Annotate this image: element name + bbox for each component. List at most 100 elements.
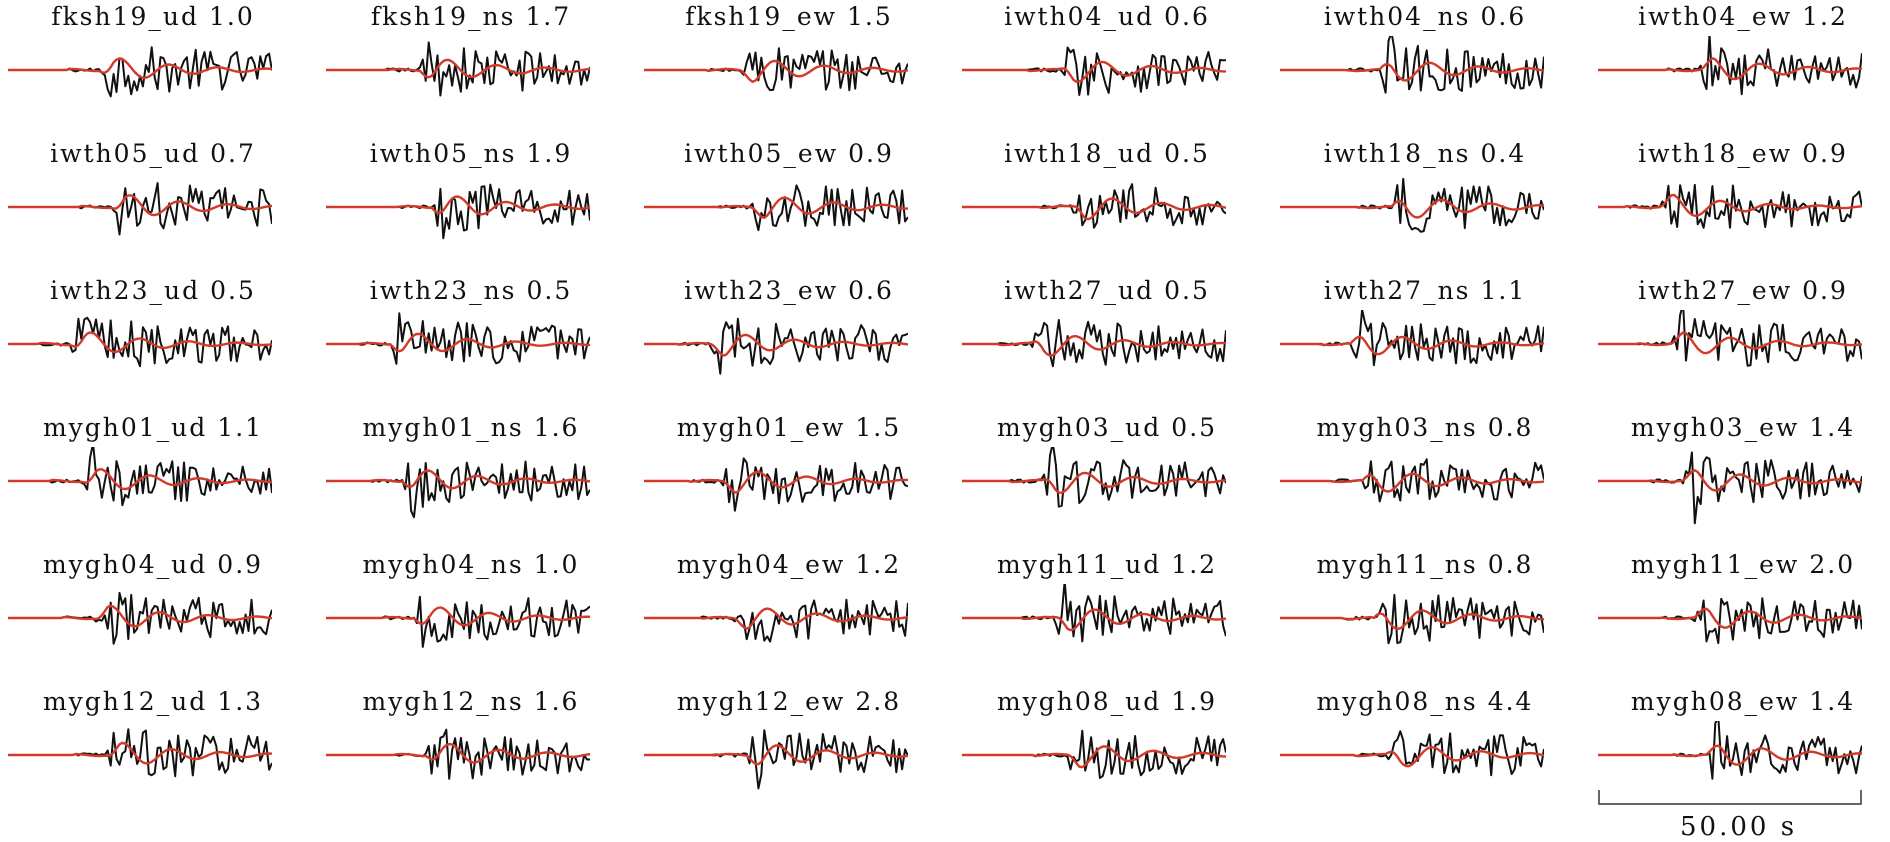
waveform-plot <box>962 729 1226 779</box>
panel-title: iwth23_ns 0.5 <box>326 276 616 305</box>
waveform-panel: mygh12_ns 1.6 <box>326 687 636 824</box>
amplitude-label: 1.2 <box>855 550 902 579</box>
station-label: mygh03_ns <box>1316 413 1478 442</box>
observed-trace <box>8 728 272 778</box>
waveform-plot <box>1598 36 1862 96</box>
panel-title: iwth04_ud 0.6 <box>962 2 1252 31</box>
panel-title: iwth23_ud 0.5 <box>8 276 298 305</box>
panel-title: mygh12_ew 2.8 <box>644 687 934 716</box>
waveform-panel: iwth23_ns 0.5 <box>326 276 636 413</box>
amplitude-label: 0.8 <box>1487 413 1534 442</box>
amplitude-label: 1.6 <box>533 413 580 442</box>
amplitude-label: 1.6 <box>533 687 580 716</box>
station-label: iwth04_ud <box>1004 2 1155 31</box>
synthetic-trace <box>1598 57 1862 81</box>
synthetic-trace <box>8 57 272 79</box>
waveform-plot <box>8 182 272 236</box>
waveform-plot <box>644 457 908 512</box>
waveform-panel: mygh11_ud 1.2 <box>962 550 1272 687</box>
waveform-plot <box>326 312 590 365</box>
station-label: mygh04_ew <box>676 550 846 579</box>
synthetic-trace <box>326 195 590 216</box>
panel-title: iwth18_ew 0.9 <box>1598 139 1888 168</box>
waveform-panel: fksh19_ud 1.0 <box>8 2 318 139</box>
synthetic-trace <box>1598 469 1862 492</box>
amplitude-label: 1.9 <box>1171 687 1218 716</box>
panel-title: fksh19_ew 1.5 <box>644 2 934 31</box>
waveform-plot <box>962 183 1226 229</box>
panel-title: iwth05_ns 1.9 <box>326 139 616 168</box>
synthetic-trace <box>1280 335 1544 356</box>
waveform-panel: mygh08_ns 4.4 <box>1280 687 1590 824</box>
panel-title: iwth05_ud 0.7 <box>8 139 298 168</box>
panel-title: fksh19_ud 1.0 <box>8 2 298 31</box>
station-label: mygh12_ud <box>42 687 208 716</box>
observed-trace <box>326 460 590 519</box>
amplitude-label: 4.4 <box>1487 687 1534 716</box>
waveform-panel: mygh03_ud 0.5 <box>962 413 1272 550</box>
station-label: mygh08_ew <box>1630 687 1800 716</box>
panel-title: mygh08_ud 1.9 <box>962 687 1252 716</box>
waveform-panel: mygh04_ud 0.9 <box>8 550 318 687</box>
panel-title: mygh01_ud 1.1 <box>8 413 298 442</box>
waveform-plot <box>1280 177 1544 233</box>
station-label: mygh03_ud <box>996 413 1162 442</box>
synthetic-trace <box>1598 744 1862 766</box>
time-scale-bar <box>1598 790 1862 805</box>
amplitude-label: 0.5 <box>210 276 256 305</box>
station-label: iwth27_ew <box>1638 276 1793 305</box>
amplitude-label: 1.1 <box>217 413 264 442</box>
waveform-plot <box>1280 310 1544 367</box>
waveform-plot <box>962 46 1226 96</box>
waveform-panel: mygh01_ud 1.1 <box>8 413 318 550</box>
station-label: mygh11_ew <box>1630 550 1800 579</box>
observed-trace <box>8 447 272 507</box>
synthetic-trace <box>962 335 1226 357</box>
synthetic-trace <box>326 58 590 79</box>
observed-trace <box>644 317 908 375</box>
waveform-panel: mygh04_ns 1.0 <box>326 550 636 687</box>
synthetic-trace <box>1598 331 1862 355</box>
station-label: mygh01_ns <box>362 413 524 442</box>
synthetic-trace <box>1280 609 1544 631</box>
amplitude-label: 0.7 <box>210 139 256 168</box>
waveform-plot <box>1280 593 1544 645</box>
observed-trace <box>1280 310 1544 367</box>
station-label: mygh04_ud <box>42 550 208 579</box>
panel-title: mygh01_ew 1.5 <box>644 413 934 442</box>
synthetic-trace <box>962 471 1226 494</box>
waveform-plot <box>1280 730 1544 777</box>
station-label: fksh19_ew <box>685 2 838 31</box>
amplitude-label: 1.2 <box>1802 2 1848 31</box>
observed-trace <box>8 182 272 236</box>
synthetic-trace <box>644 607 908 630</box>
observed-trace <box>1598 721 1862 780</box>
observed-trace <box>962 319 1226 368</box>
panel-title: iwth27_ns 1.1 <box>1280 276 1570 305</box>
waveform-panel: iwth05_ud 0.7 <box>8 139 318 276</box>
panel-title: fksh19_ns 1.7 <box>326 2 616 31</box>
synthetic-trace <box>962 197 1226 221</box>
panel-title: mygh01_ns 1.6 <box>326 413 616 442</box>
amplitude-label: 0.9 <box>1802 276 1848 305</box>
waveform-panel: mygh12_ud 1.3 <box>8 687 318 824</box>
time-scale-label: 50.00 s <box>1680 812 1798 842</box>
station-label: iwth27_ns <box>1323 276 1471 305</box>
synthetic-trace <box>326 606 590 627</box>
waveform-plot <box>644 317 908 375</box>
amplitude-label: 0.4 <box>1480 139 1527 168</box>
waveform-plot <box>326 595 590 648</box>
waveform-panel: fksh19_ns 1.7 <box>326 2 636 139</box>
amplitude-label: 0.8 <box>1487 550 1534 579</box>
waveform-plot <box>644 47 908 92</box>
amplitude-label: 0.6 <box>1164 2 1210 31</box>
waveform-panel: iwth23_ew 0.6 <box>644 276 954 413</box>
synthetic-trace <box>8 604 272 628</box>
station-label: iwth18_ew <box>1638 139 1793 168</box>
panel-title: mygh08_ew 1.4 <box>1598 687 1888 716</box>
amplitude-label: 1.4 <box>1809 413 1856 442</box>
station-label: mygh08_ns <box>1316 687 1478 716</box>
amplitude-label: 0.5 <box>1171 413 1218 442</box>
observed-trace <box>8 46 272 98</box>
